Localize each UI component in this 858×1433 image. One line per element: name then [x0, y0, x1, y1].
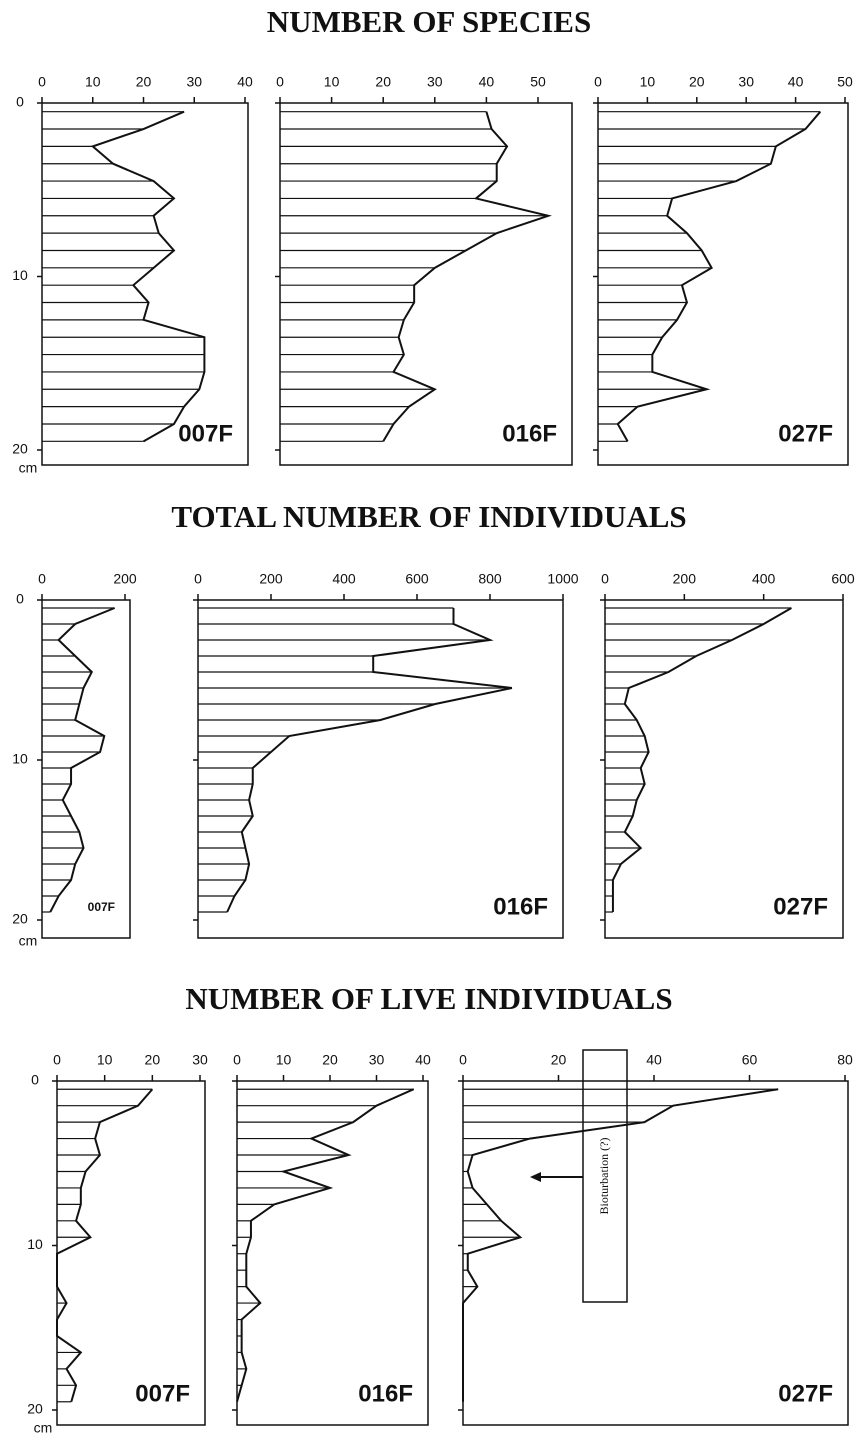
x-tick-label: 30	[427, 74, 443, 90]
x-tick-label: 30	[192, 1052, 208, 1068]
y-axis-label: cm	[34, 1420, 53, 1433]
x-tick-label: 40	[415, 1052, 431, 1068]
panel-frame	[462, 1080, 849, 1426]
x-tick-label: 60	[742, 1052, 758, 1068]
row-title: TOTAL NUMBER OF INDIVIDUALS	[171, 499, 686, 534]
panel-frame	[604, 599, 844, 939]
profile-line	[616, 111, 822, 442]
x-tick-label: 0	[194, 571, 202, 587]
x-tick-label: 20	[375, 74, 391, 90]
annotation-arrowhead	[530, 1172, 541, 1182]
x-tick-label: 40	[237, 74, 253, 90]
panel-frame	[56, 1080, 206, 1426]
x-tick-label: 40	[479, 74, 495, 90]
annotation-text: Bioturbation (?)	[597, 1138, 611, 1215]
x-tick-label: 20	[322, 1052, 338, 1068]
x-tick-label: 50	[837, 74, 853, 90]
panel-frame	[236, 1080, 429, 1426]
x-tick-label: 0	[594, 74, 602, 90]
x-tick-label: 40	[646, 1052, 662, 1068]
x-tick-label: 10	[276, 1052, 292, 1068]
panel-label: 007F	[135, 1380, 190, 1407]
x-tick-label: 0	[276, 74, 284, 90]
y-tick-label: 20	[27, 1401, 43, 1417]
x-tick-label: 0	[459, 1052, 467, 1068]
x-tick-label: 80	[837, 1052, 853, 1068]
y-tick-label: 10	[12, 751, 28, 767]
x-tick-label: 400	[332, 571, 356, 587]
panel-label: 016F	[502, 420, 557, 447]
x-tick-label: 40	[788, 74, 804, 90]
x-tick-label: 20	[136, 74, 152, 90]
x-tick-label: 0	[233, 1052, 241, 1068]
panel-label: 027F	[778, 1380, 833, 1407]
x-tick-label: 20	[551, 1052, 567, 1068]
x-tick-label: 200	[259, 571, 283, 587]
x-tick-label: 0	[53, 1052, 61, 1068]
x-tick-label: 0	[38, 571, 46, 587]
y-tick-label: 10	[12, 267, 28, 283]
x-tick-label: 10	[324, 74, 340, 90]
y-tick-label: 10	[27, 1236, 43, 1252]
panel-label: 007F	[178, 420, 233, 447]
profile-line	[90, 110, 206, 443]
annotation: Bioturbation (?)	[530, 1049, 628, 1303]
y-tick-label: 0	[16, 94, 24, 110]
y-tick-label: 0	[31, 1072, 39, 1088]
row-title: NUMBER OF SPECIES	[267, 4, 591, 39]
y-tick-label: 0	[16, 591, 24, 607]
profile-line	[226, 608, 513, 913]
row-title: NUMBER OF LIVE INDIVIDUALS	[185, 981, 672, 1016]
x-tick-label: 400	[752, 571, 776, 587]
panel-label: 027F	[773, 893, 828, 920]
x-tick-label: 30	[369, 1052, 385, 1068]
x-tick-label: 800	[478, 571, 502, 587]
profile-line	[382, 111, 552, 442]
panel-frame	[41, 599, 131, 939]
profile-line	[611, 607, 792, 912]
profile-line	[236, 1088, 415, 1403]
x-tick-label: 0	[38, 74, 46, 90]
y-axis-label: cm	[19, 460, 38, 476]
profile-line	[49, 607, 116, 913]
x-tick-label: 600	[831, 571, 855, 587]
x-tick-label: 10	[85, 74, 101, 90]
x-tick-label: 50	[530, 74, 546, 90]
x-tick-label: 0	[601, 571, 609, 587]
x-tick-label: 10	[97, 1052, 113, 1068]
panel-frame	[41, 102, 249, 466]
annotation-box	[582, 1049, 628, 1303]
y-tick-label: 20	[12, 911, 28, 927]
x-tick-label: 20	[145, 1052, 161, 1068]
x-tick-label: 30	[186, 74, 202, 90]
panel-frame	[279, 102, 573, 466]
profile-line	[56, 1088, 154, 1403]
panel-label: 007F	[88, 900, 115, 914]
x-tick-label: 200	[673, 571, 697, 587]
panel-label: 016F	[493, 893, 548, 920]
panel-label: 016F	[358, 1380, 413, 1407]
panel-frame	[597, 102, 849, 466]
x-tick-label: 10	[640, 74, 656, 90]
x-tick-label: 30	[738, 74, 754, 90]
panel-frame	[197, 599, 564, 939]
panel-label: 027F	[778, 420, 833, 447]
x-tick-label: 1000	[547, 571, 578, 587]
x-tick-label: 20	[689, 74, 705, 90]
y-axis-label: cm	[19, 933, 38, 949]
x-tick-label: 200	[113, 571, 137, 587]
profile-line	[462, 1088, 779, 1402]
y-tick-label: 20	[12, 441, 28, 457]
x-tick-label: 600	[405, 571, 429, 587]
